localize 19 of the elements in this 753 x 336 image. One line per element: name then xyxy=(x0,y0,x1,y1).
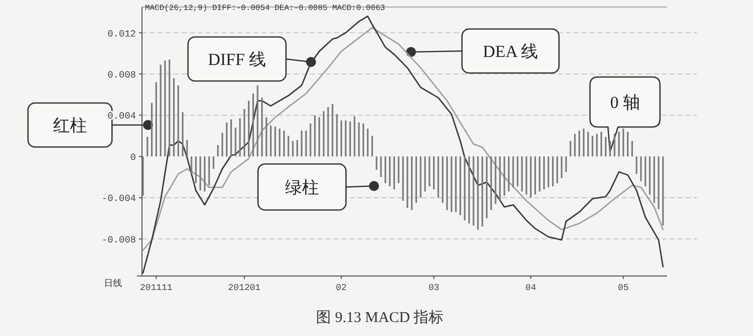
ytick-label: 0.012 xyxy=(107,28,136,40)
annotation: 0 轴 xyxy=(610,93,640,112)
annotation: 图 9.13 MACD 指标 xyxy=(316,310,444,326)
xtick-label: 201111 xyxy=(140,283,172,293)
xtick-label: 201201 xyxy=(228,283,261,293)
ytick-label: 0.008 xyxy=(107,70,136,80)
annotation: DEA 线 xyxy=(482,42,538,61)
xtick-label: 05 xyxy=(618,283,629,293)
xtick-label: 03 xyxy=(428,283,440,293)
annotation: 日线 xyxy=(104,278,122,288)
xtick-label: 02 xyxy=(336,283,347,293)
ytick-label: -0.008 xyxy=(102,234,136,246)
annotation: 红柱 xyxy=(53,116,87,135)
xtick-label: 04 xyxy=(525,283,536,293)
title: MACD(26,12,9) DIFF:-0.0054 DEA:-0.0085 MACD:0.0063 xyxy=(145,4,386,13)
ytick-label: 0 xyxy=(130,152,136,163)
ytick-label: -0.004 xyxy=(102,193,136,204)
annotation: 绿柱 xyxy=(285,178,319,197)
annotation: DIFF 线 xyxy=(208,50,266,69)
